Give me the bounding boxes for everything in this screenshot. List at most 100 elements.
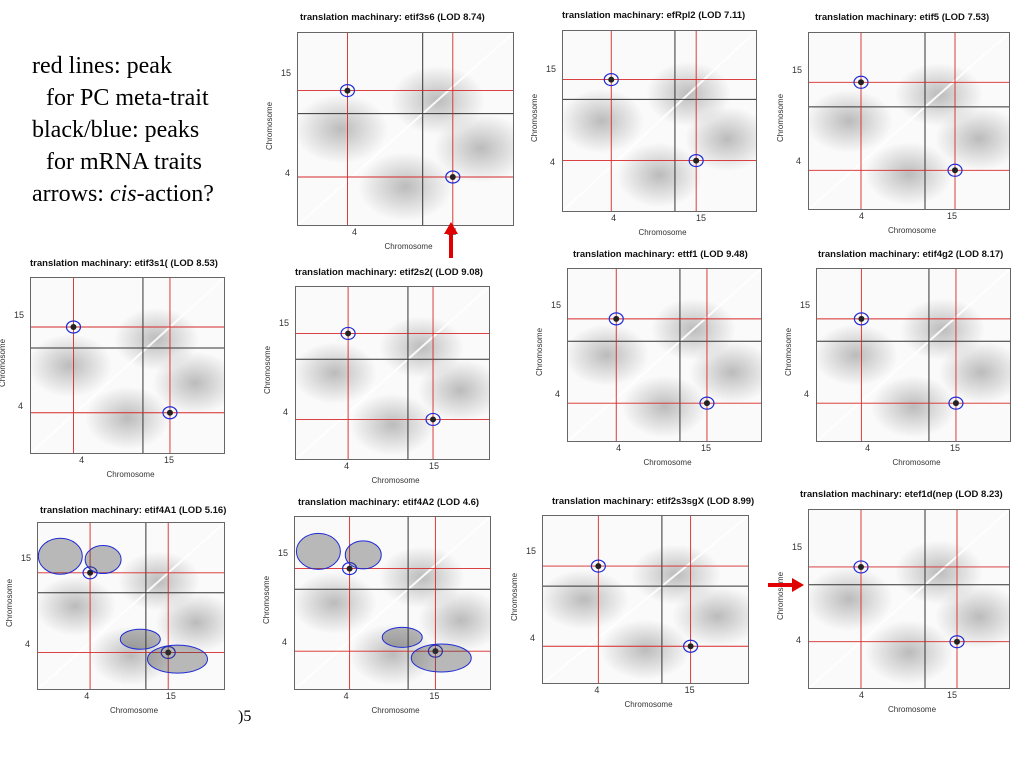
lod-peak-point bbox=[595, 563, 602, 570]
y-tick-label: 15 bbox=[800, 299, 811, 310]
y-axis-label: Chromosome bbox=[265, 101, 274, 150]
lod-peak-point bbox=[703, 400, 710, 407]
heatmap-svg bbox=[809, 510, 1009, 688]
heatmap-area bbox=[808, 32, 1010, 210]
broad-lod-contour bbox=[295, 532, 341, 570]
lod-contour bbox=[445, 170, 461, 184]
heatmap-svg bbox=[296, 287, 489, 459]
x-axis-label: Chromosome bbox=[106, 470, 155, 479]
y-tick-label: 4 bbox=[285, 168, 291, 179]
x-tick-label: 15 bbox=[947, 690, 958, 700]
heatmap-area bbox=[816, 268, 1011, 442]
y-axis-label: Chromosome bbox=[0, 338, 7, 387]
lod-contour bbox=[339, 83, 356, 98]
heatmap-svg bbox=[298, 33, 513, 225]
lod-contour bbox=[947, 163, 963, 177]
lod-peak-point bbox=[166, 409, 173, 416]
y-tick-label: 15 bbox=[526, 545, 537, 556]
shade-blob bbox=[617, 142, 702, 208]
y-axis-label: Chromosome bbox=[535, 327, 544, 376]
x-tick-label: 15 bbox=[947, 211, 958, 221]
shade-blob bbox=[689, 341, 761, 404]
lod-contour bbox=[341, 561, 358, 576]
shade-blob bbox=[563, 88, 645, 154]
y-tick-label: 4 bbox=[18, 400, 24, 411]
legend-line-2: for PC meta-trait bbox=[46, 85, 209, 111]
y-tick-label: 4 bbox=[550, 157, 556, 168]
y-tick-label: 15 bbox=[14, 309, 25, 320]
x-tick-label: 4 bbox=[79, 455, 85, 465]
diagonal-line bbox=[295, 517, 490, 689]
heatmap-svg bbox=[563, 31, 756, 211]
shade-blob bbox=[938, 341, 1010, 404]
shade-blob bbox=[155, 592, 224, 653]
broad-lod-contour bbox=[410, 643, 472, 673]
shade-blob bbox=[38, 576, 117, 636]
shade-blob bbox=[600, 619, 691, 680]
diagonal-line bbox=[809, 510, 1009, 688]
diagonal-line bbox=[568, 269, 761, 441]
diagonal-line bbox=[298, 33, 513, 225]
y-axis-label: Chromosome bbox=[262, 575, 271, 624]
shade-blob bbox=[296, 342, 378, 404]
y-tick-label: 4 bbox=[796, 634, 802, 645]
shade-blob bbox=[85, 386, 170, 450]
lod-contour bbox=[425, 412, 441, 427]
x-tick-label: 15 bbox=[165, 691, 176, 701]
lod-peak-point bbox=[952, 400, 959, 407]
x-tick-label: 4 bbox=[343, 691, 349, 701]
lod-peak-point bbox=[430, 416, 437, 423]
shade-blob bbox=[684, 106, 756, 172]
heatmap-area bbox=[297, 32, 514, 226]
y-tick-label: 15 bbox=[546, 63, 557, 74]
y-axis-label: Chromosome bbox=[776, 93, 785, 142]
lod-contour bbox=[683, 639, 699, 653]
heatmap-area bbox=[295, 286, 490, 460]
chart-title: translation machinary: etif2s3sgX (LOD 8… bbox=[552, 496, 755, 507]
y-tick-label: 15 bbox=[551, 299, 562, 310]
y-tick-label: 4 bbox=[282, 637, 288, 648]
heatmap-area bbox=[37, 522, 225, 690]
lod-peak-point bbox=[954, 638, 960, 645]
x-tick-label: 15 bbox=[695, 213, 706, 223]
y-axis-label: Chromosome bbox=[510, 572, 519, 621]
x-tick-label: 15 bbox=[429, 691, 440, 701]
lod-contour bbox=[608, 312, 624, 326]
y-tick-label: 15 bbox=[278, 547, 289, 558]
shade-blob bbox=[298, 94, 389, 164]
lod-contour bbox=[853, 75, 869, 89]
x-axis-label: Chromosome bbox=[888, 226, 937, 235]
x-tick-label: 15 bbox=[163, 455, 174, 465]
lod-contour bbox=[427, 644, 443, 658]
shade-blob bbox=[350, 393, 435, 456]
heatmap-area bbox=[294, 516, 491, 690]
lod-contour bbox=[949, 635, 965, 649]
heatmap-svg bbox=[817, 269, 1010, 441]
shade-blob bbox=[31, 334, 113, 397]
heatmap-area bbox=[562, 30, 757, 212]
diagonal-line bbox=[543, 516, 748, 683]
chart-title: translation machinary: etif3s1( (LOD 8.5… bbox=[30, 258, 218, 269]
shade-blob bbox=[809, 89, 893, 153]
x-axis-label: Chromosome bbox=[371, 476, 420, 485]
y-axis-label: Chromosome bbox=[784, 327, 793, 376]
x-tick-label: 4 bbox=[594, 685, 600, 695]
cis-arrow-up-icon bbox=[444, 222, 458, 258]
shade-blob bbox=[865, 142, 953, 206]
shade-blob bbox=[622, 375, 707, 438]
y-tick-label: 4 bbox=[555, 389, 561, 400]
heatmap-svg bbox=[568, 269, 761, 441]
x-axis-label: Chromosome bbox=[110, 706, 159, 715]
lod-peak-point bbox=[952, 167, 958, 174]
y-axis-label: Chromosome bbox=[5, 578, 14, 627]
lod-contour bbox=[65, 320, 82, 334]
lod-peak-point bbox=[344, 87, 351, 94]
lod-contour bbox=[688, 154, 704, 168]
legend-line-5: arrows: cis-action? bbox=[32, 181, 214, 207]
chart-title: translation machinary: etif5 (LOD 7.53) bbox=[815, 12, 990, 23]
legend-text: red lines: peak for PC meta-trait black/… bbox=[32, 50, 214, 210]
lod-contour bbox=[160, 645, 176, 660]
lod-contour bbox=[603, 72, 619, 87]
diagonal-line bbox=[38, 523, 224, 689]
lod-peak-point bbox=[693, 157, 700, 164]
